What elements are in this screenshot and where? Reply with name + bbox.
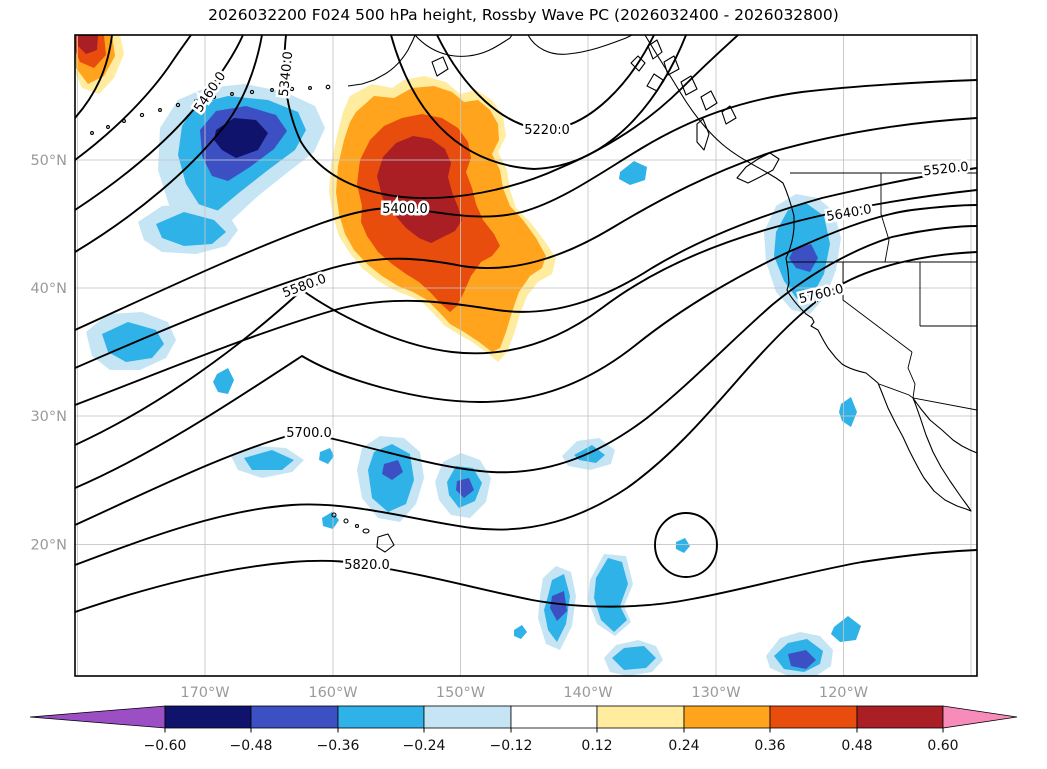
xtick-130w: 130°W [691, 685, 740, 701]
coastlines [90, 35, 977, 553]
xtick-170w: 170°W [180, 685, 229, 701]
contour-5520-west [75, 35, 192, 161]
colorbar-tick-labels: −0.60 −0.48 −0.36 −0.24 −0.12 0.12 0.24 … [144, 738, 959, 754]
blob-s1-indigo [550, 591, 567, 621]
california-arizona-border [907, 351, 916, 399]
xtick-140w: 140°W [563, 685, 612, 701]
colorbar-ticks [164, 728, 944, 733]
contour-5820 [75, 549, 977, 613]
contour-label-5820: 5820.0 [344, 558, 390, 573]
kodiak-island [431, 56, 449, 77]
blob-central-darkred [377, 136, 462, 243]
contour-5280 [390, 35, 687, 170]
height-contours [75, 35, 977, 613]
blob-s2-cyan [594, 558, 628, 632]
contour-label-5700: 5700.0 [286, 426, 332, 441]
blob-dot-1 [319, 448, 334, 464]
cbar-label-6: 0.24 [668, 738, 699, 754]
cbar-label-0: −0.60 [144, 738, 187, 754]
chart-title: 2026032200 F024 500 hPa height, Rossby W… [208, 6, 839, 24]
blob-kauai-cyan [322, 512, 339, 529]
colorbar-cell-5 [510, 705, 598, 729]
colorbar-arrow-under [29, 705, 166, 729]
west-coast-mainland [644, 35, 977, 512]
contour-label-5220: 5220.0 [524, 123, 570, 138]
blob-small-1 [213, 368, 234, 394]
contour-5220 [436, 35, 655, 131]
colorbar-cell-1 [164, 705, 252, 729]
xtick-120w: 120°W [819, 685, 868, 701]
contour-5460-main [75, 117, 977, 369]
aleutian-islands [90, 84, 331, 135]
haida-gwaii [696, 118, 710, 151]
cbar-label-2: −0.36 [317, 738, 360, 754]
contour-5400-west [75, 35, 263, 253]
blob-dot-4 [619, 161, 647, 185]
blob-s3-cyan [612, 646, 656, 670]
contour-label-5400: 5400.0 [382, 202, 428, 217]
contour-5640 [75, 204, 977, 489]
colorbar-cell-9 [856, 705, 944, 729]
cbar-label-1: −0.48 [230, 738, 273, 754]
blob-strip-cyan [244, 450, 294, 470]
blob-west-cyan [156, 212, 226, 246]
contour-ridge-nw-1 [75, 35, 113, 119]
map-frame [74, 34, 978, 677]
blob-corner-darkred [78, 35, 98, 54]
blob-pnw-indigo [789, 244, 818, 272]
alaska-gulf-coast-west [414, 35, 513, 57]
blob-dot-2 [514, 625, 527, 639]
political-borders [786, 172, 977, 411]
california-nevada-border [842, 262, 913, 353]
colorbar-cell-3 [337, 705, 425, 729]
ytick-30n: 30°N [30, 409, 67, 425]
contour-5760 [75, 251, 977, 566]
ytick-20n: 20°N [30, 538, 67, 554]
colorbar-arrow-over [942, 705, 1018, 729]
cbar-label-7: 0.36 [754, 738, 785, 754]
xtick-160w: 160°W [308, 685, 357, 701]
colorbar: −0.60 −0.48 −0.36 −0.24 −0.12 0.12 0.24 … [29, 705, 1018, 754]
blob-aleutian-navy-core [214, 118, 268, 158]
colorbar-cell-2 [250, 705, 339, 729]
idaho-border [880, 173, 890, 263]
cbar-label-8: 0.48 [841, 738, 872, 754]
colorbar-cell-7 [683, 705, 771, 729]
blob-sr-indigo [788, 650, 816, 669]
y-axis-labels: 50°N 40°N 30°N 20°N [30, 153, 67, 554]
contour-5460 [75, 35, 244, 211]
cbar-label-4: −0.12 [490, 738, 533, 754]
colorbar-cell-8 [769, 705, 858, 729]
cbar-label-9: 0.60 [927, 738, 958, 754]
contour-closed-cell [654, 512, 718, 578]
vancouver-island [736, 152, 780, 184]
contour-5700 [75, 225, 977, 526]
us-mexico-border [878, 383, 977, 411]
colorbar-cell-6 [596, 705, 685, 729]
blob-sr2-cyan [831, 616, 861, 642]
colorbar-cell-4 [423, 705, 512, 729]
ytick-50n: 50°N [30, 153, 67, 169]
alaska-peninsula-coast [347, 35, 416, 87]
hawaiian-islands [331, 512, 395, 553]
ytick-40n: 40°N [30, 281, 67, 297]
contour-5580 [75, 189, 977, 446]
shading-positive-anomalies [75, 35, 556, 362]
cbar-label-3: −0.24 [403, 738, 446, 754]
contour-5520 [75, 167, 977, 406]
contour-5340 [283, 35, 739, 200]
alaska-gulf-coast-east [527, 35, 633, 55]
blob-hawaii-n-indigo [382, 460, 403, 480]
contour-5400 [75, 79, 977, 331]
cbar-label-5: 0.12 [581, 738, 612, 754]
blob-oval-speck [676, 538, 690, 553]
xtick-150w: 150°W [436, 685, 485, 701]
x-axis-labels: 170°W 160°W 150°W 140°W 130°W 120°W [180, 685, 868, 701]
